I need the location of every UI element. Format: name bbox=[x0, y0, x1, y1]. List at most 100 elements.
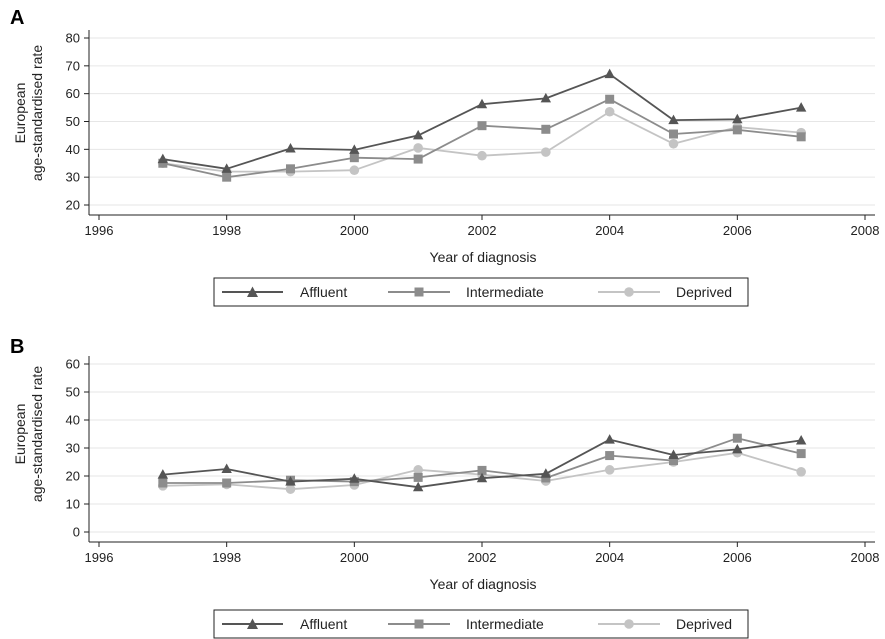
series-line bbox=[162, 98, 802, 179]
data-point-triangle bbox=[668, 449, 679, 459]
legend-entry-intermediate: Intermediate bbox=[388, 284, 544, 300]
data-point-square bbox=[477, 121, 487, 131]
data-point-triangle bbox=[412, 129, 424, 140]
y-tick-label: 30 bbox=[66, 441, 80, 456]
legend-marker-circle bbox=[624, 619, 634, 629]
data-point-triangle bbox=[604, 434, 615, 444]
y-tick-label: 40 bbox=[66, 142, 80, 157]
y-axis-title-line1: European bbox=[12, 83, 28, 144]
x-tick-label: 2006 bbox=[723, 550, 752, 565]
x-tick-label: 2006 bbox=[723, 223, 752, 238]
series-deprived bbox=[158, 106, 806, 177]
y-axis-title-line1: European bbox=[12, 404, 28, 465]
data-point-circle bbox=[477, 150, 487, 161]
plot-area: 0 10 20 30 40 50 60 1996 1998 2000 2002 2004 2006 200… bbox=[66, 356, 880, 565]
legend-entry-deprived: Deprived bbox=[598, 616, 732, 632]
panel-letter: B bbox=[10, 336, 24, 358]
data-point-square bbox=[796, 132, 806, 142]
series-affluent bbox=[157, 68, 807, 173]
data-point-square bbox=[413, 472, 423, 482]
series-affluent bbox=[157, 434, 807, 492]
data-point-square bbox=[477, 465, 487, 475]
x-axis-title: Year of diagnosis bbox=[430, 576, 537, 592]
data-point-square bbox=[158, 158, 168, 168]
legend: Affluent Intermediate Deprived bbox=[213, 277, 749, 307]
data-point-square bbox=[669, 456, 678, 466]
data-point-triangle bbox=[795, 434, 807, 445]
legend-label: Affluent bbox=[300, 284, 347, 300]
data-point-square bbox=[349, 153, 359, 163]
y-tick-label: 40 bbox=[66, 413, 80, 428]
data-point-triangle bbox=[157, 469, 169, 479]
y-tick-label: 50 bbox=[66, 385, 80, 400]
data-point-square bbox=[158, 478, 168, 488]
y-tick-label: 30 bbox=[66, 170, 80, 185]
legend-entry-deprived: Deprived bbox=[598, 284, 732, 300]
data-point-square bbox=[669, 129, 678, 139]
legend-label: Intermediate bbox=[466, 284, 544, 300]
legend-label: Intermediate bbox=[466, 616, 544, 632]
data-point-square bbox=[605, 94, 615, 104]
data-point-triangle bbox=[221, 463, 232, 473]
data-point-square bbox=[732, 433, 742, 443]
x-tick-label: 1998 bbox=[212, 550, 241, 565]
data-point-square bbox=[541, 124, 551, 134]
data-point-circle bbox=[796, 467, 806, 477]
x-tick-label: 1996 bbox=[85, 550, 114, 565]
x-tick-label: 2000 bbox=[340, 550, 369, 565]
data-point-triangle bbox=[732, 443, 743, 454]
data-point-triangle bbox=[349, 473, 360, 483]
data-point-square bbox=[222, 478, 232, 488]
y-tick-label: 0 bbox=[73, 525, 80, 540]
y-tick-label: 60 bbox=[66, 86, 80, 101]
legend: Affluent Intermediate Deprived bbox=[213, 609, 749, 639]
chart-panel-a: A European age-standardised rate Year of… bbox=[10, 7, 880, 307]
data-point-square bbox=[413, 154, 423, 164]
y-tick-label: 70 bbox=[66, 58, 80, 73]
x-tick-label: 2000 bbox=[340, 223, 369, 238]
data-point-triangle bbox=[604, 68, 615, 79]
panel-letter: A bbox=[10, 7, 24, 29]
data-point-circle bbox=[604, 106, 615, 117]
y-tick-label: 80 bbox=[66, 31, 80, 46]
legend-entry-intermediate: Intermediate bbox=[388, 616, 544, 632]
legend-marker-triangle bbox=[247, 286, 258, 297]
y-tick-label: 10 bbox=[66, 497, 80, 512]
data-point-triangle bbox=[157, 153, 169, 164]
x-tick-label: 2008 bbox=[851, 223, 880, 238]
x-tick-label: 1998 bbox=[212, 223, 241, 238]
data-point-circle bbox=[541, 147, 551, 157]
legend-entry-affluent: Affluent bbox=[222, 284, 347, 300]
data-point-triangle bbox=[668, 114, 679, 125]
data-point-circle bbox=[668, 138, 679, 149]
legend-label: Deprived bbox=[676, 616, 732, 632]
data-point-circle bbox=[413, 465, 423, 475]
data-point-square bbox=[796, 449, 806, 459]
data-point-triangle bbox=[221, 163, 232, 173]
data-point-triangle bbox=[540, 468, 552, 478]
x-tick-label: 2008 bbox=[851, 550, 880, 565]
x-tick-label: 2002 bbox=[468, 223, 497, 238]
data-point-circle bbox=[413, 143, 423, 153]
data-point-circle bbox=[604, 465, 615, 475]
x-tick-label: 2002 bbox=[468, 550, 497, 565]
y-tick-label: 50 bbox=[66, 114, 80, 129]
y-axis-title-line2: age-standardised rate bbox=[29, 45, 45, 181]
y-axis-title: European age-standardised rate bbox=[12, 366, 45, 502]
y-axis-title: European age-standardised rate bbox=[12, 45, 45, 181]
chart-panel-b: B European age-standardised rate Year of… bbox=[10, 336, 880, 639]
legend-marker-triangle bbox=[247, 618, 258, 629]
data-point-square bbox=[286, 164, 295, 174]
y-axis-title-line2: age-standardised rate bbox=[29, 366, 45, 502]
data-point-circle bbox=[285, 484, 296, 494]
plot-area: 20 30 40 50 60 70 80 1996 1998 2000 2002 2004 2006 20… bbox=[66, 30, 880, 238]
data-point-triangle bbox=[285, 142, 296, 153]
y-tick-label: 20 bbox=[66, 469, 80, 484]
legend-marker-circle bbox=[624, 287, 634, 297]
legend-entry-affluent: Affluent bbox=[222, 616, 347, 632]
data-point-triangle bbox=[412, 481, 424, 492]
y-tick-label: 20 bbox=[66, 198, 80, 213]
data-point-square bbox=[732, 125, 742, 135]
